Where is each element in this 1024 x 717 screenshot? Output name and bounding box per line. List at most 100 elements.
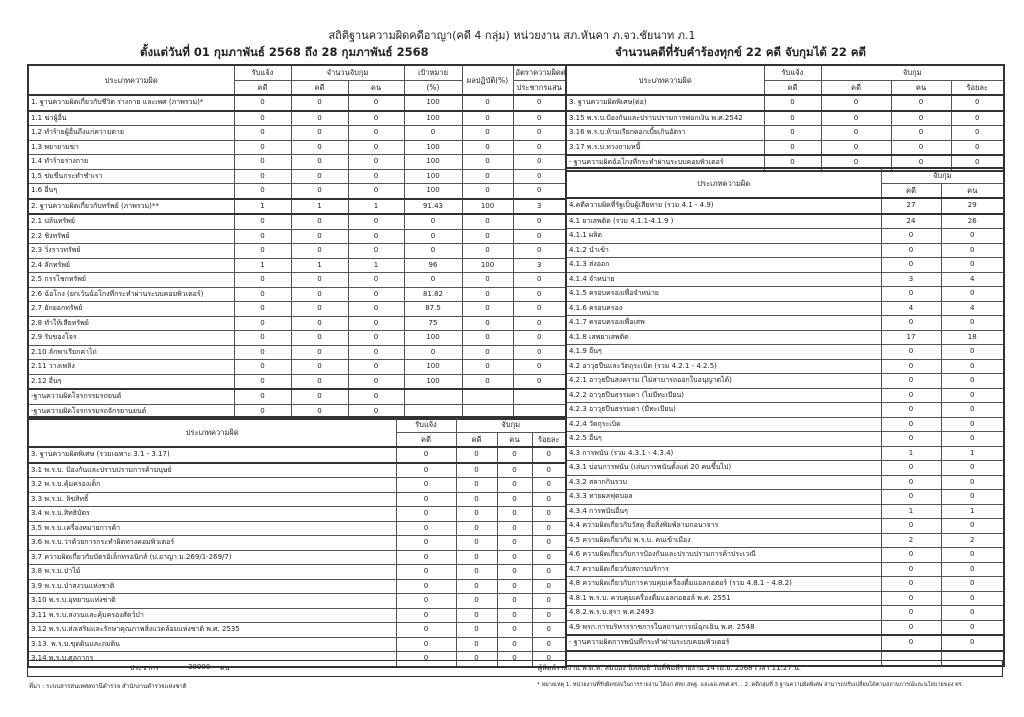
table-row: 2.1 ปล้นทรัพย์ 0 0 0 0 0 0 bbox=[27, 213, 567, 230]
row-value: 24 bbox=[880, 212, 942, 229]
row-value: 0 bbox=[531, 622, 567, 638]
row-label: 2.12 อื่นๆ bbox=[27, 373, 235, 390]
row-value: 0 bbox=[512, 139, 567, 155]
row-value: 3 bbox=[512, 257, 567, 273]
row-value: 0 bbox=[455, 506, 498, 522]
col-arrested-person: คน bbox=[496, 431, 533, 448]
col-arrested-case: คดี bbox=[290, 79, 349, 96]
row-value: 0 bbox=[940, 416, 1005, 432]
col-arrested-case: คดี bbox=[820, 79, 892, 96]
table-row: 3. ฐานความผิดพิเศษ(ต่อ) 0 0 0 0 bbox=[565, 94, 1005, 111]
row-value: 0 bbox=[496, 520, 533, 536]
row-value: 0 bbox=[233, 183, 292, 199]
row-value: 0 bbox=[233, 301, 292, 317]
row-value: 0 bbox=[496, 535, 533, 551]
row-value: 0 bbox=[455, 461, 498, 478]
row-value: 100 bbox=[403, 139, 463, 155]
table-row: 4.1 ยาเสพติด (รวม 4.1.1-4.1.9 ) 24 26 bbox=[565, 212, 1005, 229]
row-value: 0 bbox=[880, 431, 942, 447]
row-value: 0 bbox=[461, 359, 514, 375]
row-value: 0 bbox=[496, 506, 533, 522]
table-row: 4.8.2.พ.ร.บ.สุรา พ.ศ.2493 0 0 bbox=[565, 605, 1005, 621]
row-value: 0 bbox=[880, 576, 942, 592]
row-value: 0 bbox=[940, 474, 1005, 490]
crime-table-groups-1-2: ประเภทความผิด รับแจ้ง จำนวนจับกุม เป้าหม… bbox=[27, 64, 567, 420]
table-row: 4.1.7 ครอบครองเพื่อเสพ 0 0 bbox=[565, 315, 1005, 331]
row-value: 0 bbox=[461, 243, 514, 259]
row-value: 0 bbox=[496, 636, 533, 652]
row-value: 0 bbox=[880, 228, 942, 244]
row-value: 0 bbox=[461, 228, 514, 244]
row-value: 0 bbox=[940, 402, 1005, 418]
row-label: 3.4 พ.ร.บ.สิทธิบัตร bbox=[27, 506, 397, 522]
row-value: 81.82 bbox=[403, 286, 463, 302]
row-label: 3. ฐานความผิดพิเศษ (รวมเฉพาะ 3.1 - 3.17) bbox=[27, 446, 397, 463]
row-label: 2.6 ฉ้อโกง (ยกเว้นฉ้อโกงที่กระทำผ่านระบบ… bbox=[27, 286, 235, 302]
table-row: 2.6 ฉ้อโกง (ยกเว้นฉ้อโกงที่กระทำผ่านระบบ… bbox=[27, 286, 567, 302]
row-value: 18 bbox=[940, 329, 1005, 345]
table-row: 3.1 พ.ร.บ. ป้องกันและปราบปรามการค้ามนุษย… bbox=[27, 461, 567, 478]
row-value: 0 bbox=[496, 491, 533, 507]
row-value: 0 bbox=[233, 139, 292, 155]
crime-table-group-4: ประเภทความผิด จับกุม คดี คน 4.คดีความผิด… bbox=[565, 167, 1006, 667]
row-value: 0 bbox=[531, 636, 567, 652]
row-value: 0 bbox=[461, 139, 514, 155]
col-arrested-percent: ร้อยละ bbox=[531, 431, 567, 448]
row-value: 0 bbox=[395, 477, 457, 493]
table-row: 3.2 พ.ร.บ.คุ้มครองเด็ก 0 0 0 0 bbox=[27, 477, 567, 493]
table-row: 4.8.1 พ.ร.บ. ควบคุมเครื่องดื่มแอลกอฮอล์ … bbox=[565, 590, 1005, 606]
row-label: 4.2.1 อาวุธปืนสงคราม (ไม่สามารถออกใบอนุญ… bbox=[565, 373, 882, 389]
row-label: - ฐานความผิดการพนันที่กระทำผ่านระบบคอมพิ… bbox=[565, 634, 882, 651]
row-value: 0 bbox=[880, 474, 942, 490]
row-value: 0 bbox=[461, 301, 514, 317]
row-value: 0 bbox=[395, 593, 457, 609]
table-row: - ฐานความผิดฉ้อโกงที่กระทำผ่านระบบคอมพิว… bbox=[565, 154, 1005, 171]
row-value: 0 bbox=[512, 359, 567, 375]
table-row: -ฐานความผิดโจรกรรมรถจักรยานยนต์ 0 0 0 bbox=[27, 403, 567, 420]
row-label: 2.11 วางเพลิง bbox=[27, 359, 235, 375]
row-label: 1.2 ทำร้ายผู้อื่นถึงแก่ความตาย bbox=[27, 125, 235, 141]
row-value: 0 bbox=[531, 607, 567, 623]
row-value: 0 bbox=[496, 446, 533, 463]
row-value: 0 bbox=[455, 535, 498, 551]
table-row: 4.3.4 การพนันอื่นๆ 1 1 bbox=[565, 503, 1005, 519]
row-value: 0 bbox=[890, 139, 952, 156]
row-value: 0 bbox=[512, 272, 567, 288]
population-unit: คน bbox=[220, 664, 230, 672]
table-row: 4.3.3 ทายผลฟุตบอล 0 0 bbox=[565, 489, 1005, 505]
row-label: 4.6 ความผิดเกี่ยวกับการป้องกันและปราบปรา… bbox=[565, 547, 882, 563]
row-value: 0 bbox=[233, 125, 292, 141]
table-row: 2.7 ยักยอกทรัพย์ 0 0 0 87.5 0 0 bbox=[27, 301, 567, 317]
row-value: 0 bbox=[531, 564, 567, 580]
crime-table-group-3: ประเภทความผิด รับแจ้ง จับกุม คดี คดี คน … bbox=[27, 416, 567, 668]
row-value: 0 bbox=[455, 520, 498, 536]
row-value: 0 bbox=[290, 330, 349, 346]
row-value: 100 bbox=[403, 359, 463, 375]
row-value: 3 bbox=[512, 197, 567, 215]
table-row: 4.2.1 อาวุธปืนสงคราม (ไม่สามารถออกใบอนุญ… bbox=[565, 373, 1005, 389]
col-rate-population: ประชากรแสน bbox=[512, 79, 567, 96]
row-value: 0 bbox=[347, 344, 405, 360]
row-value: 0 bbox=[496, 564, 533, 580]
row-value: 0 bbox=[403, 344, 463, 360]
remark-note: * หมายเหตุ 1. หน่วยงานที่รับผิดชอบในการร… bbox=[537, 682, 964, 688]
col-type: ประเภทความผิด bbox=[565, 167, 882, 199]
row-value: 0 bbox=[940, 431, 1005, 447]
row-value: 0 bbox=[347, 125, 405, 141]
row-value: 0 bbox=[940, 373, 1005, 389]
table-row: -ฐานความผิดโจรกรรมรถยนต์ 0 0 0 bbox=[27, 388, 567, 405]
row-value: 0 bbox=[512, 168, 567, 184]
row-value: 0 bbox=[461, 154, 514, 170]
row-label: 3.5 พ.ร.บ.เครื่องหมายการค้า bbox=[27, 520, 397, 536]
table-row: 4.3.1 บ่อนการพนัน (เล่นการพนันตั้งแต่ 20… bbox=[565, 460, 1005, 476]
row-value: 0 bbox=[496, 477, 533, 493]
row-value: 0 bbox=[496, 622, 533, 638]
row-label: 4.2.4 วัตถุระเบิด bbox=[565, 416, 882, 432]
table-row: 2.5 กรรโชกทรัพย์ 0 0 0 0 0 0 bbox=[27, 272, 567, 288]
row-value: 0 bbox=[455, 564, 498, 580]
row-value: 0 bbox=[461, 286, 514, 302]
row-label: 4.7 ความผิดเกี่ยวกับสถานบริการ bbox=[565, 561, 882, 577]
row-label: 4.4 ความผิดเกี่ยวกับวัสดุ สื่อสิ่งพิมพ์ล… bbox=[565, 518, 882, 534]
row-value: 0 bbox=[531, 549, 567, 565]
report-period: ตั้งแต่วันที่ 01 กุมภาพันธ์ 2568 ถึง 28 … bbox=[140, 45, 429, 59]
